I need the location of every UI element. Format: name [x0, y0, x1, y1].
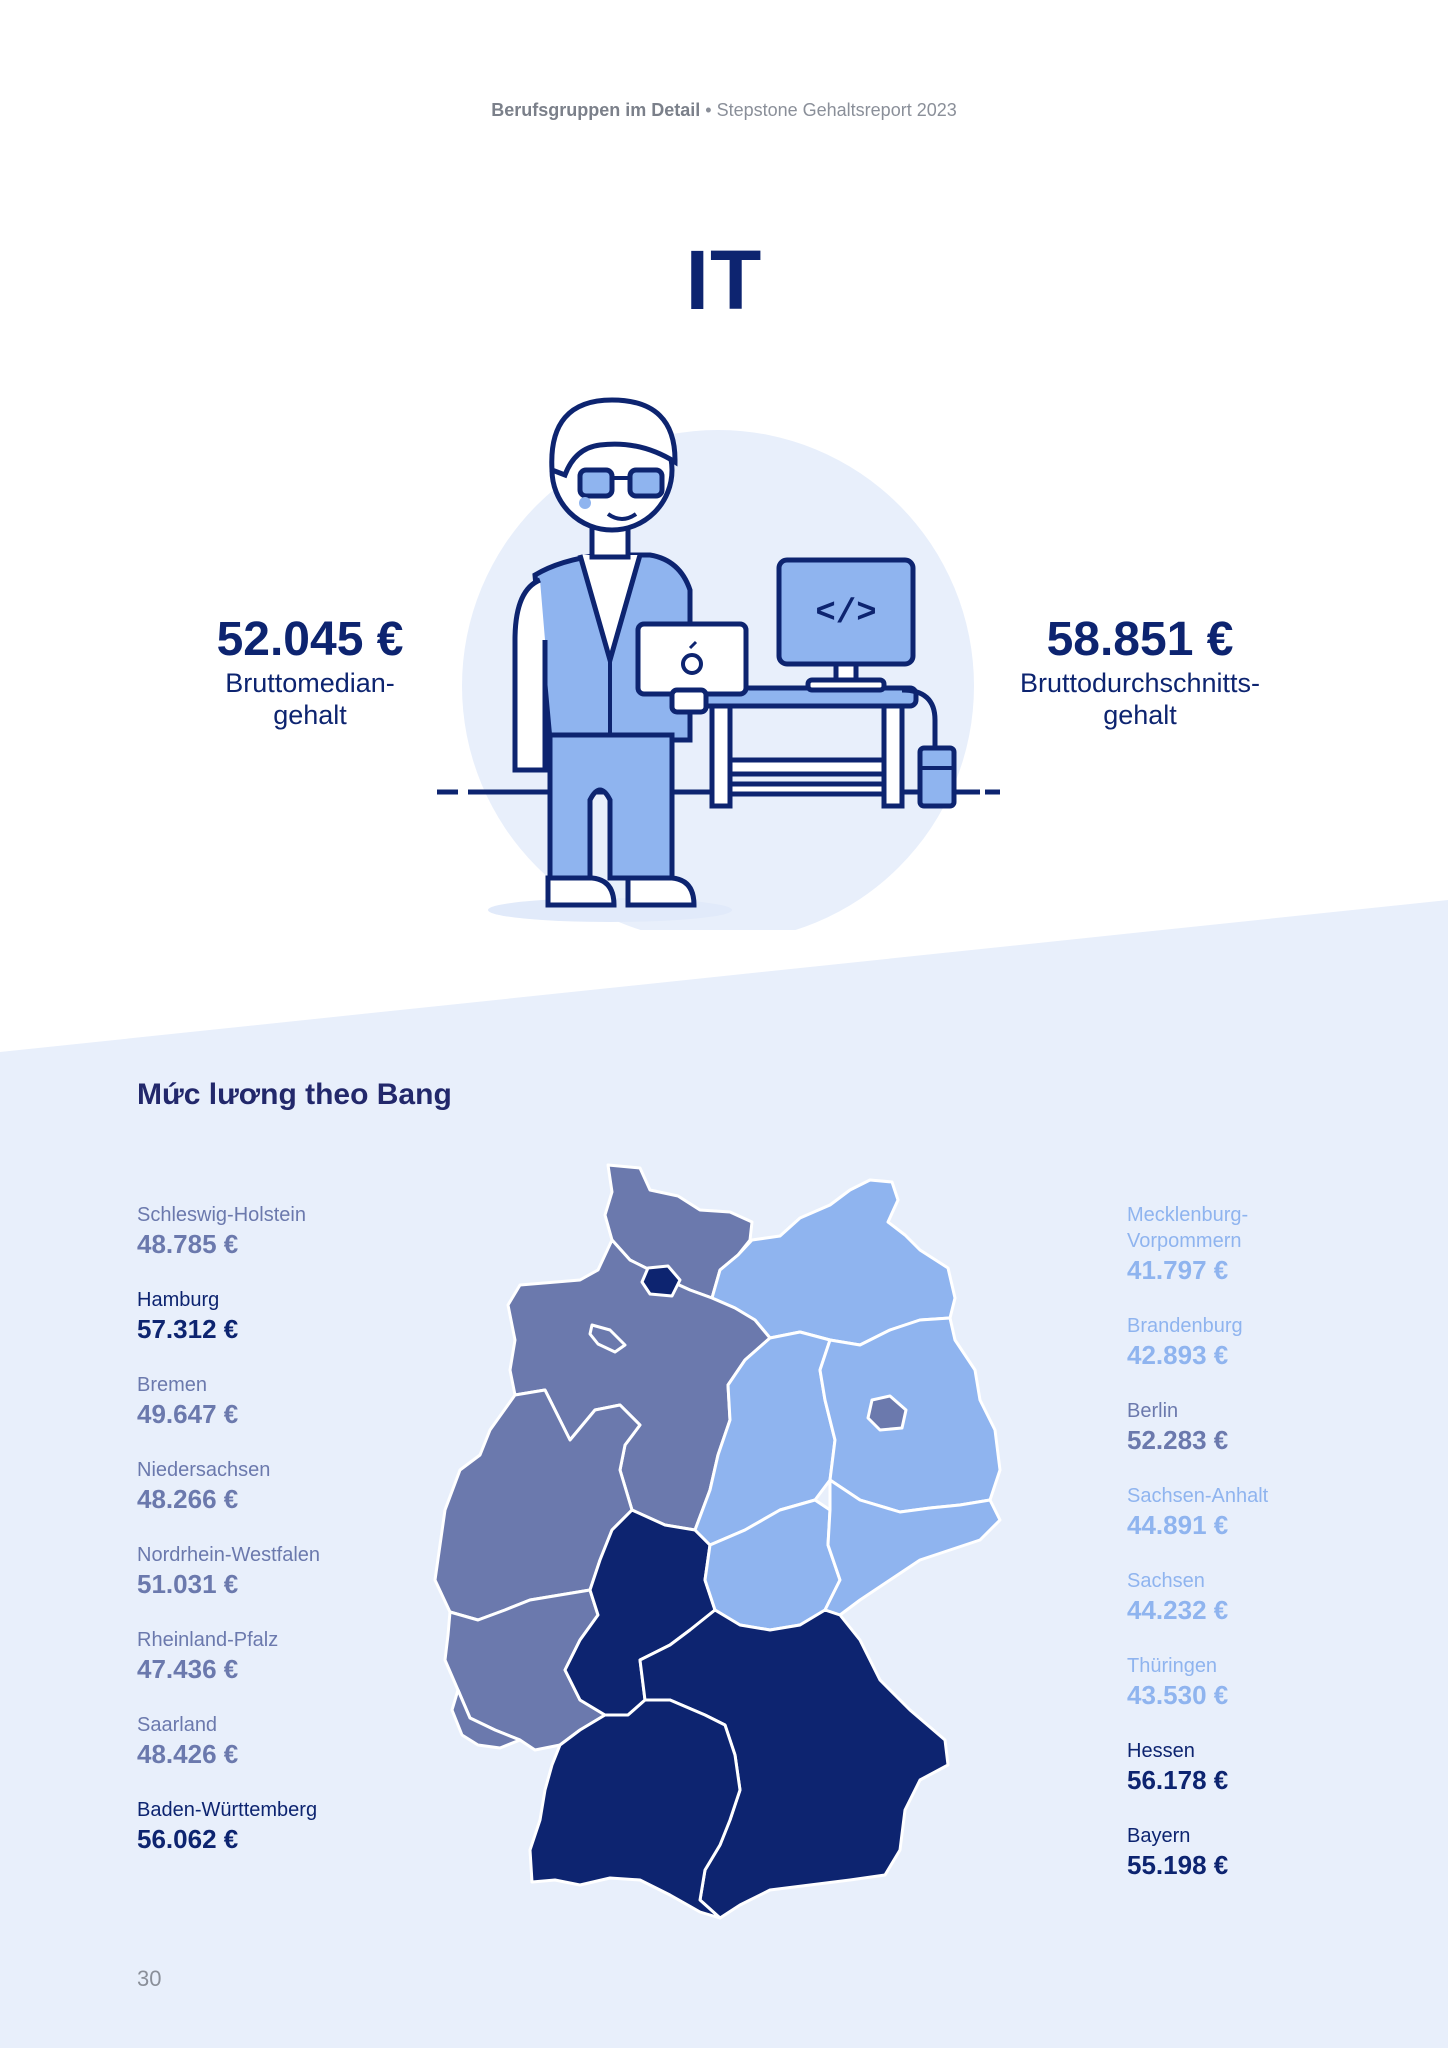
- region-salary: 56.062 €: [137, 1824, 239, 1854]
- region-saarland: Saarland 48.426 €: [137, 1712, 397, 1770]
- region-salary: 48.426 €: [137, 1739, 239, 1769]
- region-niedersachsen: Niedersachsen 48.266 €: [137, 1457, 397, 1515]
- region-name: Bayern: [1127, 1825, 1191, 1847]
- average-salary-label-line1: Bruttodurchschnitts-: [1019, 668, 1261, 698]
- header-section: Berufsgruppen im Detail: [491, 100, 701, 120]
- region-name: Niedersachsen: [137, 1459, 271, 1481]
- region-bremen: Bremen 49.647 €: [137, 1372, 397, 1430]
- region-rheinland-pfalz: Rheinland-Pfalz 47.436 €: [137, 1627, 397, 1685]
- average-salary-label-line2: gehalt: [1103, 700, 1177, 730]
- map-bremen: [588, 1323, 627, 1354]
- page-title: IT: [685, 233, 763, 327]
- map-brandenburg: [818, 1316, 1002, 1514]
- region-nordrhein-westfalen: Nordrhein-Westfalen 51.031 €: [137, 1542, 397, 1600]
- region-hamburg: Hamburg 57.312 €: [137, 1287, 397, 1345]
- running-header: Berufsgruppen im Detail • Stepstone Geha…: [0, 100, 1448, 121]
- median-salary-stat: 52.045 € Bruttomedian- gehalt: [170, 612, 450, 731]
- region-salary: 48.785 €: [137, 1229, 239, 1259]
- region-salary: 57.312 €: [137, 1314, 239, 1344]
- region-name: Berlin: [1127, 1400, 1179, 1422]
- screen-code-text: </>: [815, 595, 876, 633]
- region-name-line2: Vorpommern: [1127, 1230, 1242, 1252]
- region-salary: 41.797 €: [1127, 1255, 1229, 1285]
- region-baden-wuerttemberg: Baden-Württemberg 56.062 €: [137, 1797, 397, 1855]
- map-berlin: [866, 1394, 908, 1432]
- it-worker-illustration: </>: [437, 397, 1000, 930]
- region-brandenburg: Brandenburg 42.893 €: [1127, 1313, 1387, 1371]
- region-sachsen-anhalt: Sachsen-Anhalt 44.891 €: [1127, 1483, 1387, 1541]
- median-salary-value: 52.045 €: [216, 613, 404, 666]
- region-name: Bremen: [137, 1374, 208, 1396]
- region-name: Brandenburg: [1127, 1315, 1243, 1337]
- region-salary: 49.647 €: [137, 1399, 239, 1429]
- region-salary: 47.436 €: [137, 1654, 239, 1684]
- region-name: Saarland: [137, 1714, 218, 1736]
- map-sachsen: [823, 1478, 1002, 1617]
- region-mecklenburg-vorpommern: Mecklenburg- Vorpommern 41.797 €: [1127, 1202, 1387, 1286]
- region-name: Sachsen: [1127, 1570, 1205, 1592]
- region-salary: 51.031 €: [137, 1569, 239, 1599]
- page-number: 30: [137, 1966, 162, 1991]
- region-salary: 42.893 €: [1127, 1340, 1229, 1370]
- region-name: Sachsen-Anhalt: [1127, 1485, 1269, 1507]
- median-salary-label-line1: Bruttomedian-: [225, 668, 395, 698]
- region-name: Thüringen: [1127, 1655, 1218, 1677]
- region-thueringen: Thüringen 43.530 €: [1127, 1653, 1387, 1711]
- average-salary-value: 58.851 €: [1046, 613, 1234, 666]
- region-salary: 44.891 €: [1127, 1510, 1229, 1540]
- region-hessen: Hessen 56.178 €: [1127, 1738, 1387, 1796]
- region-name: Hamburg: [137, 1289, 220, 1311]
- region-sachsen: Sachsen 44.232 €: [1127, 1568, 1387, 1626]
- region-schleswig-holstein: Schleswig-Holstein 48.785 €: [137, 1202, 397, 1260]
- average-salary-stat: 58.851 € Bruttodurchschnitts- gehalt: [990, 612, 1290, 731]
- region-name: Hessen: [1127, 1740, 1195, 1762]
- region-name: Schleswig-Holstein: [137, 1204, 306, 1226]
- map-saarland: [450, 1688, 522, 1750]
- map-baden-wuerttemberg: [528, 1698, 742, 1920]
- header-separator: •: [700, 100, 717, 120]
- header-report: Stepstone Gehaltsreport 2023: [716, 100, 957, 120]
- region-salary: 44.232 €: [1127, 1595, 1229, 1625]
- map-hamburg: [640, 1264, 682, 1298]
- region-salary: 55.198 €: [1127, 1850, 1229, 1880]
- section-title: Mức lương theo Bang: [137, 1078, 452, 1111]
- region-salary: 52.283 €: [1127, 1425, 1229, 1455]
- region-name: Baden-Württemberg: [137, 1799, 318, 1821]
- region-salary: 48.266 €: [137, 1484, 239, 1514]
- germany-state-map: [433, 1163, 1002, 1920]
- region-salary: 43.530 €: [1127, 1680, 1229, 1710]
- region-salary: 56.178 €: [1127, 1765, 1229, 1795]
- region-name: Nordrhein-Westfalen: [137, 1544, 321, 1566]
- median-salary-label-line2: gehalt: [273, 700, 347, 730]
- region-bayern: Bayern 55.198 €: [1127, 1823, 1387, 1881]
- region-berlin: Berlin 52.283 €: [1127, 1398, 1387, 1456]
- region-name-line1: Mecklenburg-: [1127, 1204, 1249, 1226]
- region-name: Rheinland-Pfalz: [137, 1629, 279, 1651]
